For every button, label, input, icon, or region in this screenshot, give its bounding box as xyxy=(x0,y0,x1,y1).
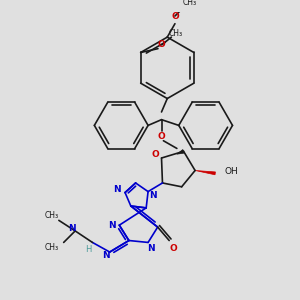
Text: CH₃: CH₃ xyxy=(45,243,59,252)
Text: CH₃: CH₃ xyxy=(169,29,183,38)
Text: N: N xyxy=(108,221,116,230)
Text: O: O xyxy=(152,150,160,159)
Text: O: O xyxy=(171,11,179,20)
Polygon shape xyxy=(195,170,215,175)
Text: O: O xyxy=(169,244,177,253)
Text: N: N xyxy=(149,191,157,200)
Text: O: O xyxy=(158,132,165,141)
Text: N: N xyxy=(114,185,121,194)
Text: N: N xyxy=(102,251,110,260)
Text: CH₃: CH₃ xyxy=(44,211,58,220)
Text: N: N xyxy=(68,224,76,232)
Text: N: N xyxy=(147,244,155,253)
Polygon shape xyxy=(177,149,184,154)
Text: OH: OH xyxy=(225,167,238,176)
Text: CH₃: CH₃ xyxy=(182,0,197,7)
Text: O: O xyxy=(158,40,166,49)
Text: H: H xyxy=(85,245,92,254)
